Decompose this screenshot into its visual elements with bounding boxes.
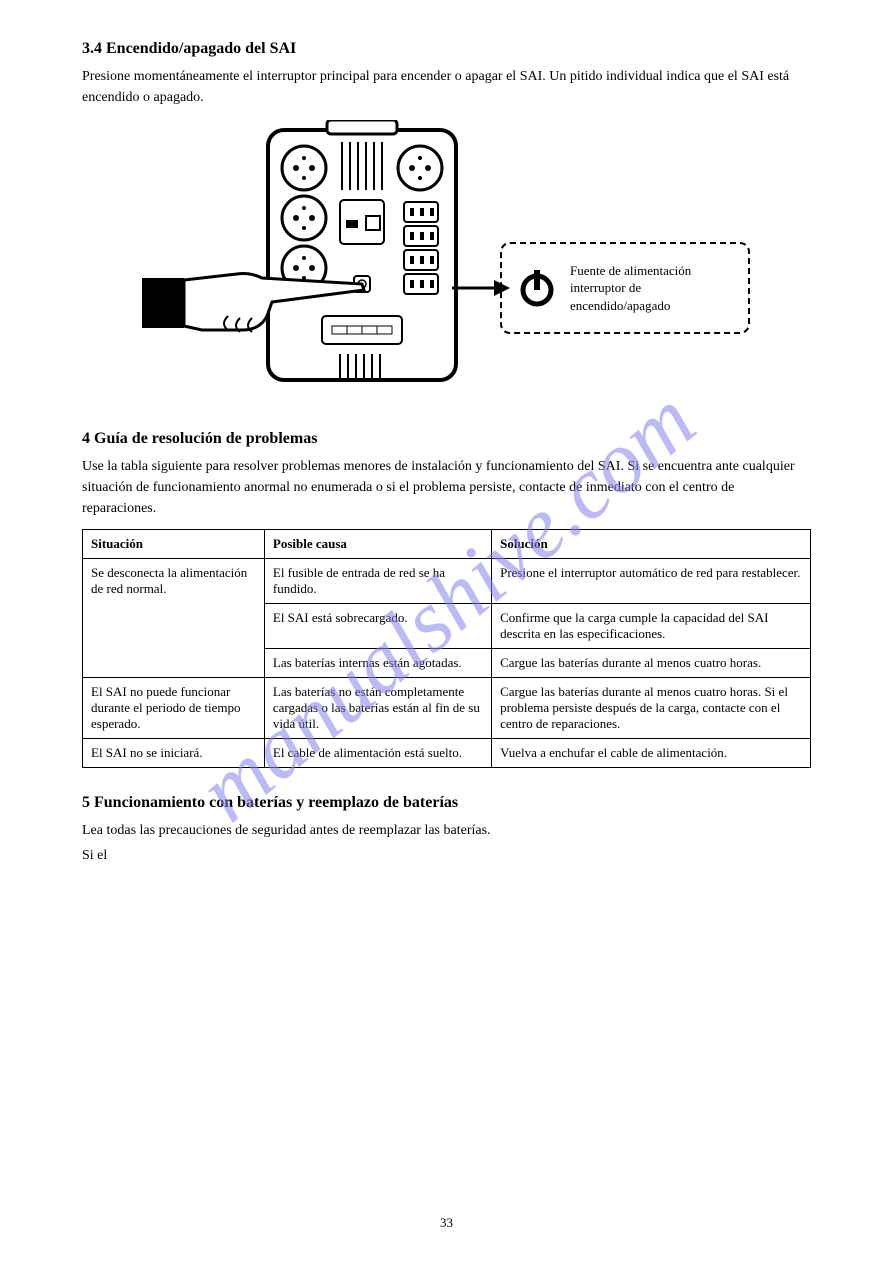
table-row: Se desconecta la alimentación de red nor…	[83, 559, 811, 604]
cell-solution: Presione el interruptor automático de re…	[492, 559, 811, 604]
section1-body: Presione momentáneamente el interruptor …	[82, 66, 811, 108]
cell-cause: El SAI está sobrecargado.	[264, 604, 491, 649]
col-cause: Posible causa	[264, 530, 491, 559]
section2-intro: Use la tabla siguiente para resolver pro…	[82, 456, 811, 519]
cell-cause: Las baterías internas están agotadas.	[264, 649, 491, 678]
page-number: 33	[440, 1215, 453, 1231]
cell-cause: El cable de alimentación está suelto.	[264, 739, 491, 768]
cell-solution: Confirme que la carga cumple la capacida…	[492, 604, 811, 649]
col-solution: Solución	[492, 530, 811, 559]
section3-title: 5 Funcionamiento con baterías y reemplaz…	[82, 794, 811, 812]
power-icon	[516, 267, 558, 309]
cell-solution: Cargue las baterías durante al menos cua…	[492, 649, 811, 678]
section1-title: 3.4 Encendido/apagado del SAI	[82, 40, 811, 58]
cell-cause: Las baterías no están completamente carg…	[264, 678, 491, 739]
callout-line3: encendido/apagado	[570, 297, 691, 315]
col-situation: Situación	[83, 530, 265, 559]
section3-p2: Si el	[82, 845, 811, 866]
table-row: El SAI no puede funcionar durante el per…	[83, 678, 811, 739]
cell-cause: El fusible de entrada de red se ha fundi…	[264, 559, 491, 604]
cell-solution: Vuelva a enchufar el cable de alimentaci…	[492, 739, 811, 768]
cell-situation: Se desconecta la alimentación de red nor…	[83, 559, 265, 678]
section2-title: 4 Guía de resolución de problemas	[82, 430, 811, 448]
callout-text: Fuente de alimentación interruptor de en…	[570, 262, 691, 315]
section-turn-on-off: 3.4 Encendido/apagado del SAI Presione m…	[82, 40, 811, 410]
table-row: El SAI no se iniciará. El cable de alime…	[83, 739, 811, 768]
ups-figure: Fuente de alimentación interruptor de en…	[82, 120, 811, 410]
section-troubleshooting: 4 Guía de resolución de problemas Use la…	[82, 430, 811, 768]
cell-situation: El SAI no se iniciará.	[83, 739, 265, 768]
callout-line2: interruptor de	[570, 279, 691, 297]
callout-line1: Fuente de alimentación	[570, 262, 691, 280]
pointing-hand-icon	[142, 260, 372, 370]
power-switch-callout: Fuente de alimentación interruptor de en…	[500, 242, 750, 334]
cell-situation: El SAI no puede funcionar durante el per…	[83, 678, 265, 739]
section3-p1: Lea todas las precauciones de seguridad …	[82, 820, 811, 841]
table-header-row: Situación Posible causa Solución	[83, 530, 811, 559]
cell-solution: Cargue las baterías durante al menos cua…	[492, 678, 811, 739]
section-battery: 5 Funcionamiento con baterías y reemplaz…	[82, 794, 811, 866]
troubleshooting-table: Situación Posible causa Solución Se desc…	[82, 529, 811, 768]
